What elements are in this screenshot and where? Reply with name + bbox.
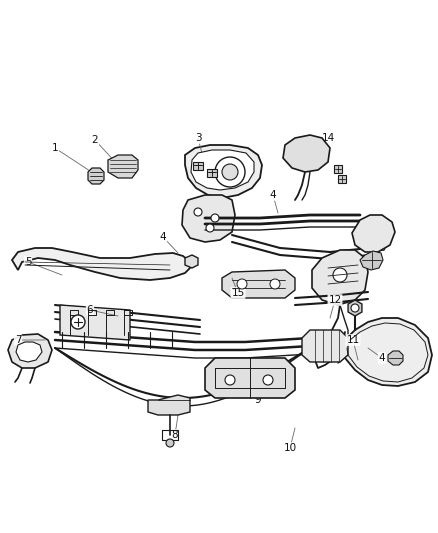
Circle shape bbox=[71, 315, 85, 329]
Polygon shape bbox=[334, 165, 342, 173]
Circle shape bbox=[222, 164, 238, 180]
Polygon shape bbox=[185, 255, 198, 268]
Polygon shape bbox=[148, 395, 190, 415]
Circle shape bbox=[333, 268, 347, 282]
Circle shape bbox=[351, 304, 359, 312]
Circle shape bbox=[215, 157, 245, 187]
Circle shape bbox=[194, 208, 202, 216]
Polygon shape bbox=[193, 162, 203, 170]
Polygon shape bbox=[182, 195, 235, 242]
Text: 3: 3 bbox=[194, 133, 201, 143]
Polygon shape bbox=[360, 251, 383, 270]
Circle shape bbox=[166, 439, 174, 447]
Polygon shape bbox=[207, 169, 217, 177]
Polygon shape bbox=[222, 270, 295, 298]
Circle shape bbox=[237, 279, 247, 289]
Text: 7: 7 bbox=[15, 335, 21, 345]
Text: 14: 14 bbox=[321, 133, 335, 143]
Text: 13: 13 bbox=[373, 243, 387, 253]
Text: 4: 4 bbox=[160, 232, 166, 242]
Circle shape bbox=[206, 224, 214, 232]
Circle shape bbox=[211, 214, 219, 222]
Polygon shape bbox=[388, 351, 403, 365]
Text: 11: 11 bbox=[346, 335, 360, 345]
Polygon shape bbox=[302, 330, 348, 362]
Text: 4: 4 bbox=[270, 190, 276, 200]
Polygon shape bbox=[191, 150, 254, 190]
Polygon shape bbox=[312, 250, 368, 305]
Text: 15: 15 bbox=[231, 288, 245, 298]
Circle shape bbox=[270, 279, 280, 289]
Text: 8: 8 bbox=[172, 430, 178, 440]
Polygon shape bbox=[205, 358, 295, 398]
Circle shape bbox=[225, 375, 235, 385]
Polygon shape bbox=[16, 342, 42, 362]
Polygon shape bbox=[352, 215, 395, 252]
Text: 6: 6 bbox=[87, 305, 93, 315]
Text: 1: 1 bbox=[52, 143, 58, 153]
Text: 9: 9 bbox=[254, 395, 261, 405]
Polygon shape bbox=[12, 248, 190, 280]
Text: 12: 12 bbox=[328, 295, 342, 305]
Text: 10: 10 bbox=[283, 443, 297, 453]
Polygon shape bbox=[108, 155, 138, 178]
Polygon shape bbox=[8, 334, 52, 368]
Text: 4: 4 bbox=[379, 353, 385, 363]
Polygon shape bbox=[185, 145, 262, 198]
Polygon shape bbox=[342, 318, 432, 386]
Circle shape bbox=[263, 375, 273, 385]
Polygon shape bbox=[283, 135, 330, 172]
Text: 2: 2 bbox=[92, 135, 98, 145]
Polygon shape bbox=[338, 175, 346, 183]
Polygon shape bbox=[348, 300, 362, 316]
Polygon shape bbox=[60, 305, 130, 340]
Text: 5: 5 bbox=[25, 257, 31, 267]
Polygon shape bbox=[88, 168, 104, 184]
